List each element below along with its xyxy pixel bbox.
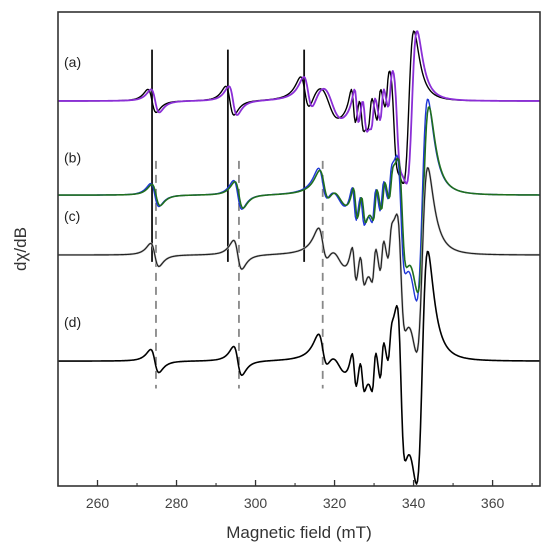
- x-axis-ticks: 260 280 300 320 340 360: [57, 480, 533, 511]
- y-axis-label: dχ/dB: [11, 227, 30, 271]
- trace-labels: (a) (b) (c) (d): [64, 54, 81, 330]
- x-tick-label-320: 320: [323, 495, 347, 511]
- spectrum-traces: [57, 30, 541, 485]
- trace-a-series-2: [58, 30, 540, 185]
- vertical-marker-lines: [151, 49, 324, 389]
- x-tick-label-300: 300: [244, 495, 268, 511]
- x-tick-label-340: 340: [402, 495, 426, 511]
- trace-d-series-1: [58, 250, 541, 485]
- trace-b-series-2: [57, 106, 540, 294]
- trace-b-series-1: [58, 98, 540, 302]
- x-tick-label-260: 260: [86, 495, 110, 511]
- plot-frame: [57, 11, 541, 487]
- trace-c-series-2: [58, 167, 540, 353]
- trace-a-series-1: [58, 30, 540, 184]
- trace-c-series-1: [57, 166, 541, 354]
- trace-label-d: (d): [64, 314, 81, 330]
- x-tick-label-280: 280: [165, 495, 189, 511]
- x-tick-label-360: 360: [481, 495, 505, 511]
- trace-label-a: (a): [64, 54, 81, 70]
- axes-frame: [57, 11, 541, 487]
- x-axis-label: Magnetic field (mT): [226, 523, 371, 542]
- trace-label-b: (b): [64, 150, 81, 166]
- trace-label-c: (c): [64, 208, 80, 224]
